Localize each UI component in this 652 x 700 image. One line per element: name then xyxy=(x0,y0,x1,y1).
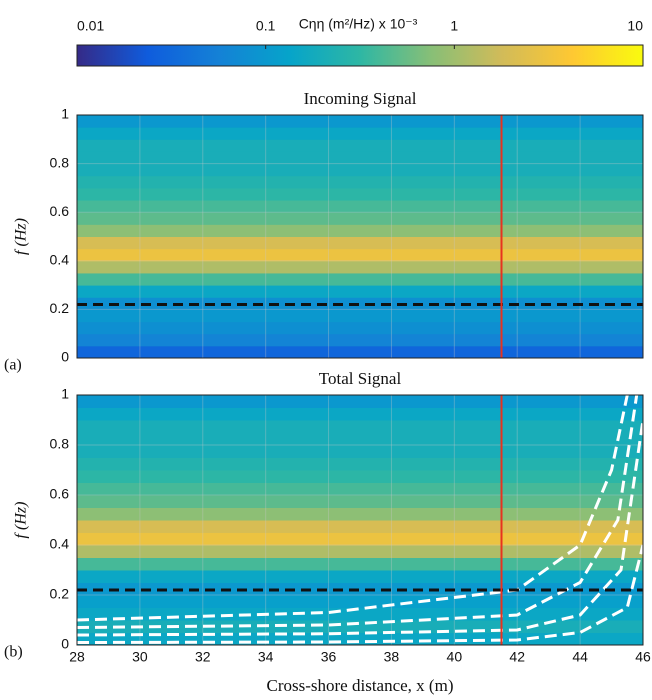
heat-band xyxy=(77,345,643,359)
heat-band xyxy=(77,151,643,165)
panel-label: (a) xyxy=(4,357,22,374)
colorbar xyxy=(76,44,644,67)
y-tick-label: 0.2 xyxy=(50,586,70,602)
colorbar-tick-label: 0.1 xyxy=(256,18,276,34)
y-tick-label: 0 xyxy=(61,349,69,365)
heat-band xyxy=(77,248,643,262)
heat-band xyxy=(77,432,643,446)
heat-band xyxy=(77,175,643,189)
x-tick-label: 46 xyxy=(635,649,651,665)
heat-band xyxy=(77,187,643,201)
heat-band xyxy=(77,224,643,237)
heat-band xyxy=(77,333,643,347)
colorbar-tick-label: 1 xyxy=(450,18,458,34)
x-tick-label: 30 xyxy=(132,649,148,665)
dashed-curve xyxy=(76,394,639,629)
dashed-curve xyxy=(76,544,645,644)
heat-band xyxy=(77,532,643,546)
y-tick-label: 0.8 xyxy=(50,154,70,170)
heat-band xyxy=(77,321,643,335)
heat-band xyxy=(77,139,643,152)
y-tick-label: 0.6 xyxy=(50,486,70,502)
x-tick-label: 42 xyxy=(509,649,525,665)
heat-band xyxy=(77,507,643,521)
axes-frame xyxy=(76,114,644,359)
heat-band xyxy=(77,457,643,471)
heat-band xyxy=(77,620,643,633)
y-tick-label: 0.4 xyxy=(50,536,70,552)
y-axis-label: f (Hz) xyxy=(13,218,30,255)
heat-band xyxy=(77,407,643,421)
heat-band xyxy=(77,260,643,274)
y-tick-label: 1 xyxy=(61,106,69,122)
heat-band xyxy=(77,395,643,408)
colorbar-tick-label: 10 xyxy=(627,18,643,34)
heat-band xyxy=(77,163,643,177)
heat-band xyxy=(77,115,643,128)
x-tick-label: 44 xyxy=(572,649,588,665)
x-tick-label: 34 xyxy=(258,649,274,665)
y-tick-label: 0.4 xyxy=(50,252,70,268)
heat-band xyxy=(77,495,643,508)
axes-frame xyxy=(76,394,644,646)
heat-band xyxy=(77,200,643,213)
x-axis-label: Cross-shore distance, x (m) xyxy=(267,676,454,695)
y-tick-label: 0.6 xyxy=(50,203,70,219)
heat-band xyxy=(77,127,643,140)
panel-label: (b) xyxy=(4,644,23,661)
heat-band xyxy=(77,482,643,496)
x-tick-label: 32 xyxy=(195,649,211,665)
heat-band xyxy=(77,309,643,323)
x-tick-label: 40 xyxy=(447,649,463,665)
heat-band xyxy=(77,236,643,250)
y-tick-label: 1 xyxy=(61,386,69,402)
heat-band xyxy=(77,607,643,621)
x-tick-label: 36 xyxy=(321,649,337,665)
x-tick-label: 38 xyxy=(384,649,400,665)
heat-band xyxy=(77,445,643,458)
heat-band xyxy=(77,545,643,558)
heat-band xyxy=(77,212,643,225)
heat-band xyxy=(77,470,643,483)
heat-band xyxy=(77,520,643,533)
heat-band xyxy=(77,570,643,583)
heat-band xyxy=(77,272,643,286)
y-tick-label: 0 xyxy=(61,636,69,652)
dashed-curve xyxy=(76,394,629,622)
heat-band xyxy=(77,595,643,608)
heat-band xyxy=(77,632,643,646)
heat-band xyxy=(77,420,643,433)
colorbar-tick-label: 0.01 xyxy=(77,18,104,34)
colorbar-label: Cηη (m²/Hz) x 10⁻³ xyxy=(299,16,418,32)
y-axis-label: f (Hz) xyxy=(13,502,30,539)
y-tick-label: 0.2 xyxy=(50,300,70,316)
x-tick-label: 28 xyxy=(69,649,85,665)
dashed-curve xyxy=(76,419,645,637)
panel-title: Incoming Signal xyxy=(304,89,417,108)
heat-band xyxy=(77,285,643,298)
panel-title: Total Signal xyxy=(319,369,402,388)
y-tick-label: 0.8 xyxy=(50,436,70,452)
